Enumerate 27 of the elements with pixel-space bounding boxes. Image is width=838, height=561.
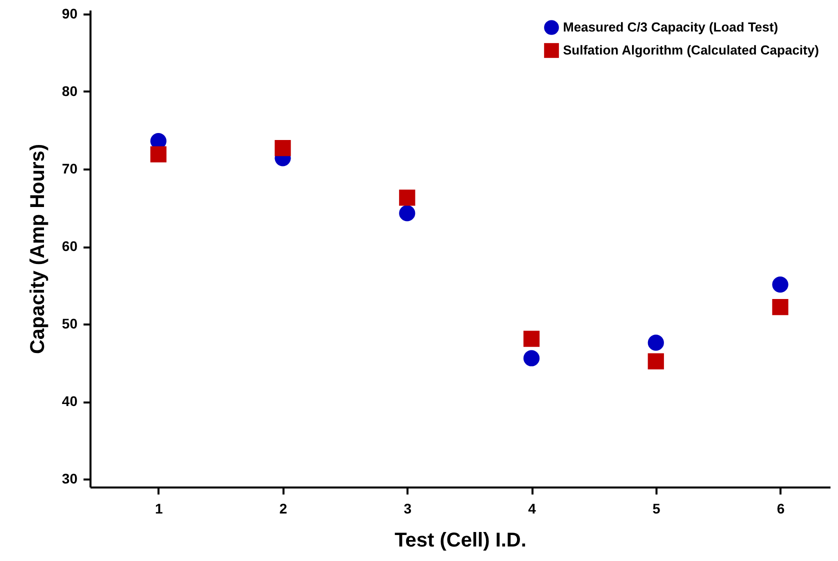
y-tick-label: 80	[62, 82, 78, 99]
x-tick-label: 5	[652, 500, 660, 516]
y-tick-label: 40	[62, 393, 78, 410]
y-axis-title: Capacity (Amp Hours)	[26, 144, 49, 354]
point	[772, 298, 788, 316]
point	[399, 205, 416, 222]
y-tick-label: 90	[62, 5, 78, 22]
point	[150, 146, 166, 162]
y-tick-label: 60	[62, 238, 78, 254]
point	[523, 350, 540, 366]
x-tick-label: 1	[155, 500, 164, 516]
point	[399, 190, 416, 206]
point	[772, 276, 788, 293]
point	[274, 140, 291, 156]
point	[648, 334, 664, 351]
legend-label: Measured C/3 Capacity (Load Test)	[563, 20, 778, 34]
x-tick-label: 6	[776, 500, 785, 516]
x-tick-label: 3	[404, 500, 412, 516]
x-axis-title: Test (Cell) I.D.	[394, 530, 526, 552]
point	[523, 330, 540, 347]
legend-label: Sulfation Algorithm (Calculated Capacity)	[563, 42, 819, 58]
y-tick-label: 70	[62, 160, 78, 176]
point	[648, 353, 664, 370]
x-tick-label: 2	[279, 500, 288, 516]
y-tick-label: 50	[62, 316, 78, 332]
y-tick-label: 30	[62, 470, 78, 487]
x-tick-label: 4	[528, 500, 536, 516]
